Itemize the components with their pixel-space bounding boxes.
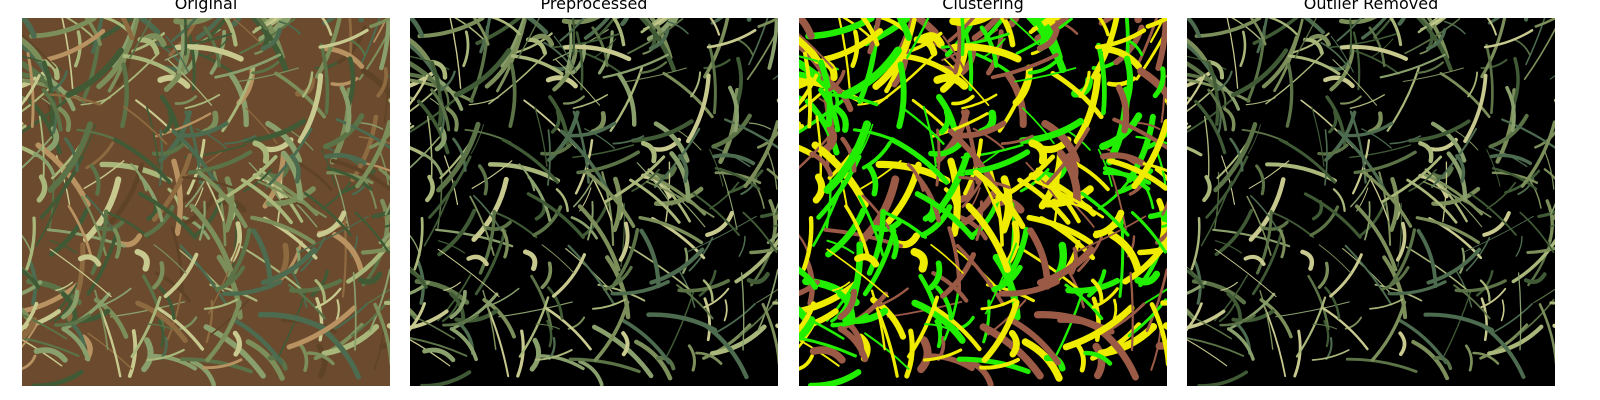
original-wheat-photo xyxy=(22,18,390,386)
panel-title: Outlier Removed xyxy=(1303,0,1439,13)
preprocessed-wheat-photo xyxy=(410,18,778,386)
masked-wheat-image xyxy=(410,18,778,386)
panel-title: Original xyxy=(174,0,238,13)
panel-title: Clustering xyxy=(942,0,1024,13)
panel-original: Original xyxy=(22,0,390,400)
filtered-wheat-image xyxy=(1187,18,1555,386)
cluster-segmentation-image xyxy=(799,18,1167,386)
outlier-removed-wheat-photo xyxy=(1187,18,1555,386)
panel-clustering: Clustering xyxy=(799,0,1167,400)
panel-outlier-removed: Outlier Removed xyxy=(1187,0,1555,400)
wheat-field-image xyxy=(22,18,390,386)
panel-title: Preprocessed xyxy=(540,0,648,13)
clustering-map xyxy=(799,18,1167,386)
panel-preprocessed: Preprocessed xyxy=(410,0,778,400)
